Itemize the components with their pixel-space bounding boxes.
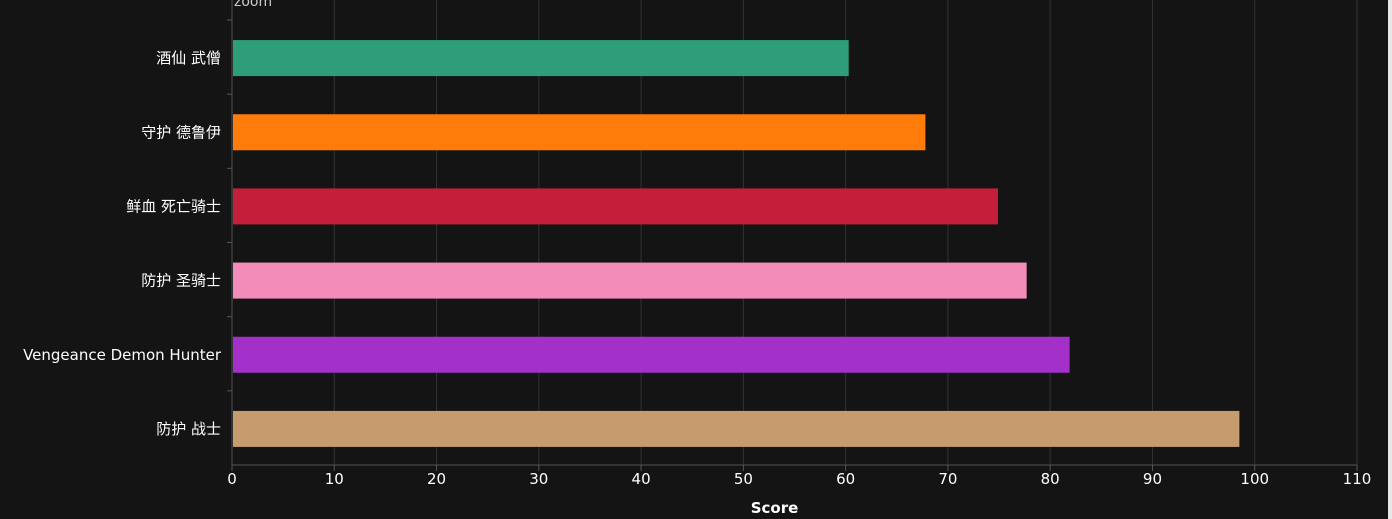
x-tick-label: 0 xyxy=(227,470,237,488)
x-tick-label: 30 xyxy=(529,470,548,488)
x-tick-label: 40 xyxy=(632,470,651,488)
x-tick-label: 70 xyxy=(938,470,957,488)
x-axis-title: Score xyxy=(751,499,799,517)
x-tick-label: 10 xyxy=(325,470,344,488)
x-tick-label: 90 xyxy=(1143,470,1162,488)
bar xyxy=(233,40,849,77)
category-label: 防护 战士 xyxy=(156,420,221,438)
scrollbar-edge xyxy=(1388,0,1392,519)
bar xyxy=(233,114,926,151)
x-tick-label: 80 xyxy=(1041,470,1060,488)
zoom-label: zoom xyxy=(234,0,272,10)
category-label: 防护 圣骑士 xyxy=(141,272,221,290)
bar xyxy=(233,188,999,225)
x-tick-label: 100 xyxy=(1240,470,1269,488)
x-tick-label: 50 xyxy=(734,470,753,488)
category-label: 鲜血 死亡骑士 xyxy=(126,197,221,215)
category-label: 守护 德鲁伊 xyxy=(141,123,221,141)
category-label: 酒仙 武僧 xyxy=(156,49,221,67)
category-label: Vengeance Demon Hunter xyxy=(23,346,222,364)
x-tick-label: 110 xyxy=(1343,470,1372,488)
bar xyxy=(233,262,1027,299)
bar xyxy=(233,410,1240,447)
x-tick-label: 20 xyxy=(427,470,446,488)
bar xyxy=(233,336,1070,373)
x-tick-label: 60 xyxy=(836,470,855,488)
